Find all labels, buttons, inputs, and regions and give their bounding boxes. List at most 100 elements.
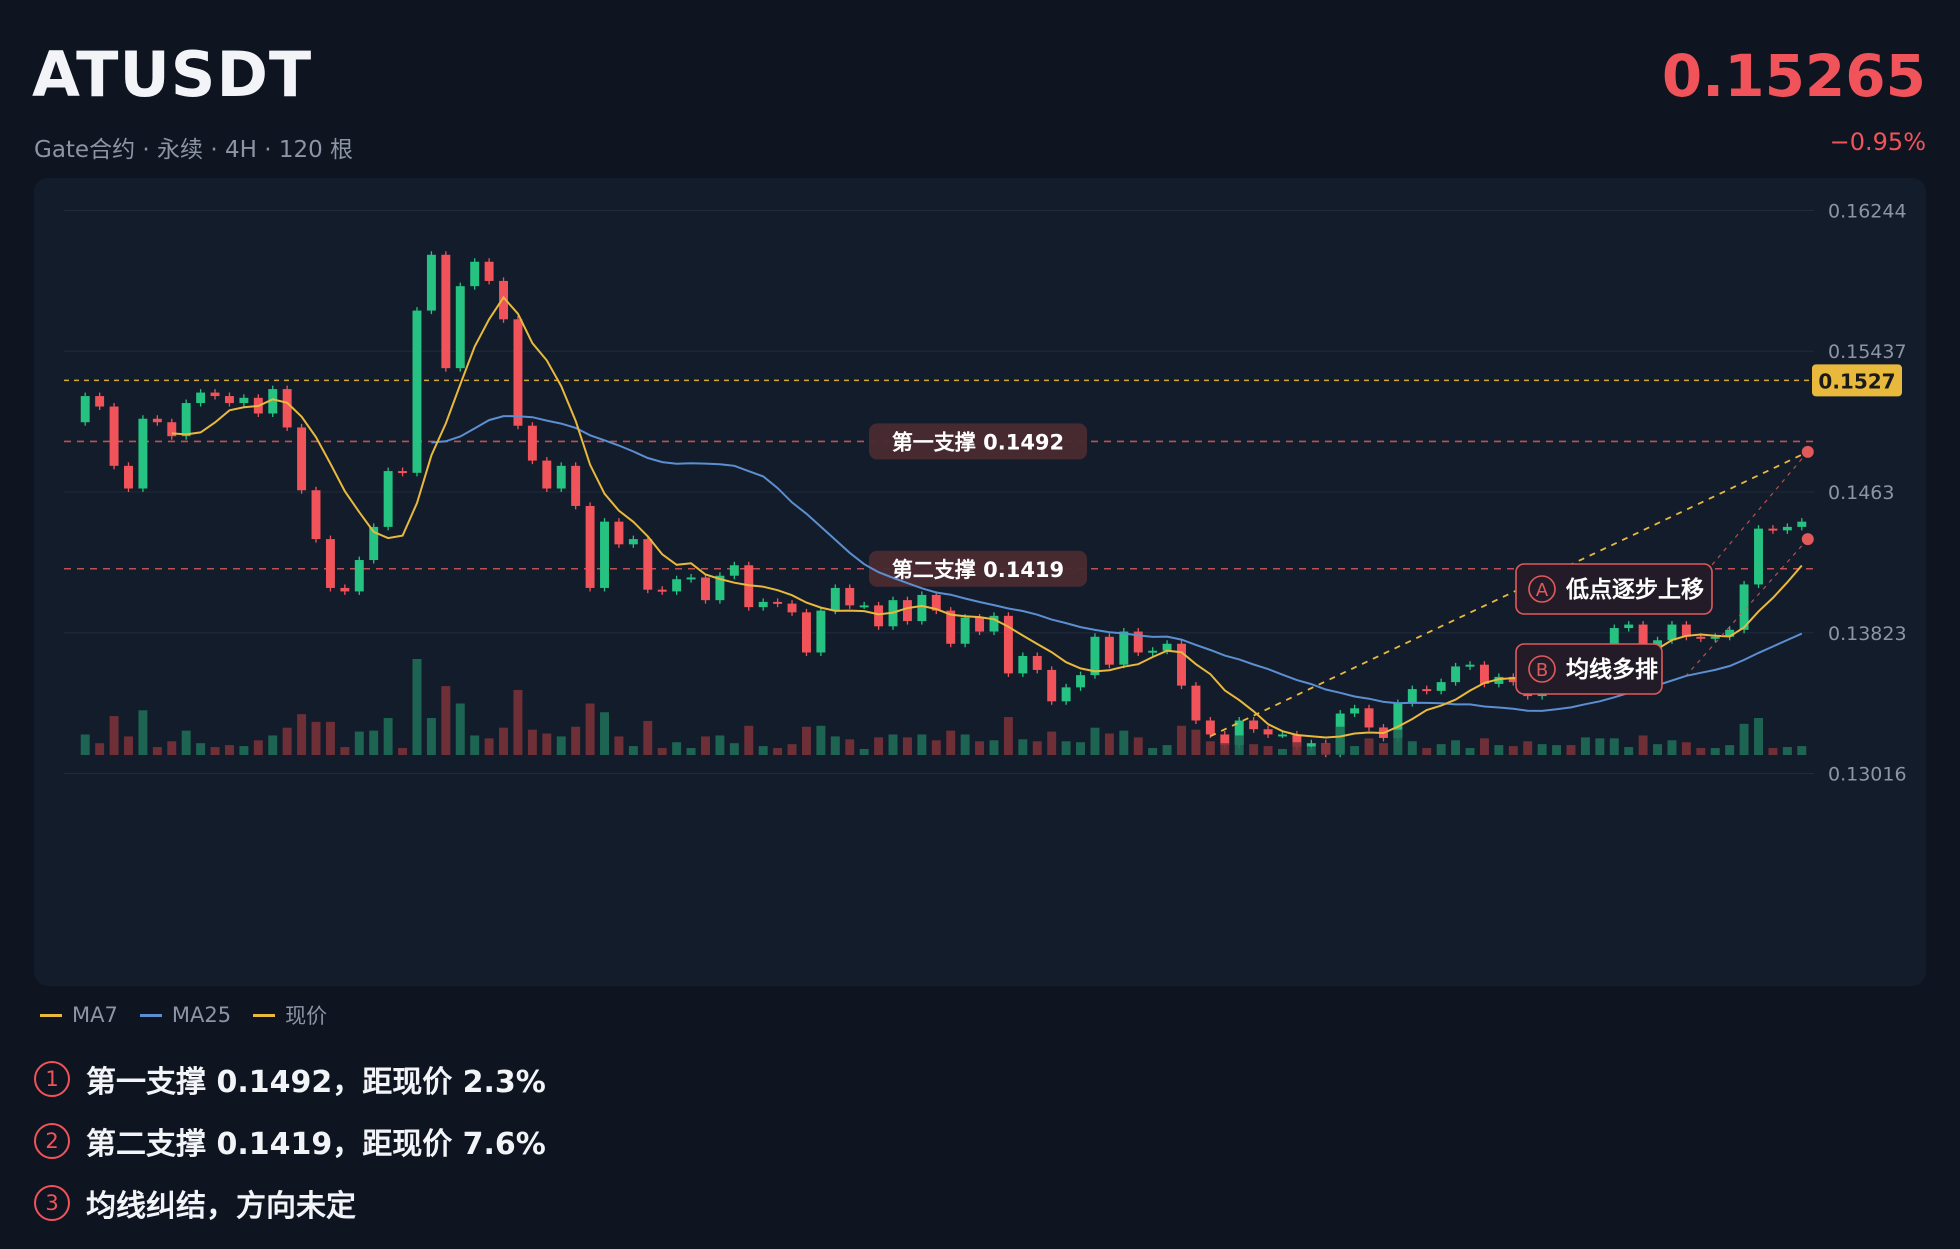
candle-body <box>975 617 985 632</box>
volume-bar <box>1436 744 1446 755</box>
volume-bar <box>585 703 595 755</box>
volume-bar <box>917 734 927 755</box>
volume-bar <box>729 743 739 755</box>
candle-body <box>773 601 783 604</box>
volume-bar <box>1076 742 1086 755</box>
candle-body <box>181 403 191 437</box>
candle-body <box>1278 734 1287 737</box>
candle-body <box>1205 720 1215 735</box>
candle-body <box>109 406 119 466</box>
candle-body <box>1782 526 1792 531</box>
candle-body <box>311 490 321 540</box>
trend-line <box>1209 451 1809 738</box>
candle-body <box>600 521 609 588</box>
volume-bar <box>1205 741 1215 755</box>
current-price-swatch <box>253 1013 276 1017</box>
candle-body <box>542 460 552 489</box>
volume-bar <box>1335 726 1345 755</box>
volume-bar <box>845 739 855 755</box>
candle-body <box>874 605 884 627</box>
candle-body <box>556 465 566 489</box>
annotation-frame <box>1515 643 1663 695</box>
volume-bar <box>1133 737 1143 755</box>
volume-bar <box>1162 745 1172 755</box>
candle-body <box>1003 615 1013 674</box>
candle-body <box>787 603 797 613</box>
candle-body <box>95 396 105 407</box>
volume-bar <box>946 730 956 755</box>
candle-body <box>398 471 408 474</box>
note-item: 2 第二支撑 0.1419，距现价 7.6% <box>34 1110 546 1172</box>
candle-body <box>657 589 667 592</box>
candle-body <box>585 505 595 588</box>
volume-bar <box>340 747 350 755</box>
candle-body <box>369 526 379 561</box>
annotation-letter: B <box>1536 660 1548 681</box>
volume-bar <box>426 718 436 755</box>
candle-body <box>1263 729 1273 735</box>
candle-body <box>946 610 956 644</box>
candle-body <box>960 617 970 644</box>
candle-body <box>845 587 855 606</box>
volume-bar <box>1364 738 1374 755</box>
volume-bar <box>1263 746 1273 755</box>
volume-bar <box>325 721 335 755</box>
chart-panel[interactable]: 0.16244 0.15437 0.1463 0.13823 0.13016 第一支撑 0… <box>34 178 1926 986</box>
note-number-badge: 2 <box>34 1123 70 1159</box>
current-price-tag-text: 0.1527 <box>1818 369 1895 393</box>
volume-bar <box>224 745 234 755</box>
volume-bar <box>1220 743 1230 755</box>
volume-bar <box>369 730 379 755</box>
annotation-leader <box>1683 538 1809 679</box>
volume-bar <box>1580 737 1590 755</box>
candle-body <box>701 577 710 601</box>
legend-current-price-label: 现价 <box>285 1004 328 1028</box>
volume-bar <box>1653 744 1663 755</box>
volume-bar <box>152 747 162 755</box>
candle-body <box>758 601 768 608</box>
volume-bar <box>354 731 364 755</box>
volume-bar <box>455 703 465 755</box>
candle-body <box>1104 636 1114 665</box>
volume-bar <box>556 736 566 755</box>
candle-body <box>989 615 999 632</box>
candlestick-chart[interactable]: 0.16244 0.15437 0.1463 0.13823 0.13016 第一支撑 0… <box>34 178 1926 986</box>
candle-body <box>340 587 350 592</box>
candle-body <box>1119 631 1129 665</box>
volume-bar <box>672 742 682 755</box>
candle-body <box>1292 734 1302 747</box>
candle-body <box>1609 628 1619 648</box>
volume-bar <box>513 689 523 755</box>
volume-bar <box>1508 746 1518 755</box>
candle-body <box>1393 703 1403 738</box>
candle-body <box>152 418 162 423</box>
legend-ma7-label: MA7 <box>72 1003 118 1027</box>
candle-body <box>138 418 148 489</box>
y-tick-label: 0.15437 <box>1828 341 1907 363</box>
legend-ma25-label: MA25 <box>171 1003 232 1027</box>
candle-body <box>801 612 811 653</box>
annotation-box: A 低点逐步上移 <box>1515 563 1713 615</box>
candle-body <box>224 396 234 404</box>
candle-body <box>902 600 912 622</box>
current-price-tag <box>1812 364 1902 397</box>
legend-current-price: 现价 <box>253 1000 327 1030</box>
volume-bar <box>167 741 177 755</box>
note-number-badge: 3 <box>34 1185 70 1221</box>
volume-bar <box>441 686 451 755</box>
volume-bar <box>1032 741 1042 755</box>
candle-body <box>1739 584 1749 630</box>
volume-bar <box>239 746 249 755</box>
volume-bar <box>1667 740 1677 755</box>
volume-bar <box>1407 741 1417 755</box>
volume-bar <box>95 743 105 755</box>
support-label-bg <box>869 550 1087 587</box>
volume-bar <box>1681 742 1691 755</box>
candle-body <box>1754 528 1763 585</box>
volume-bar <box>527 729 537 755</box>
note-text: 第二支撑 0.1419，距现价 7.6% <box>86 1127 546 1162</box>
volume-bar <box>744 725 754 755</box>
candle-body <box>1681 624 1691 637</box>
annotation-letter: A <box>1536 580 1549 601</box>
candle-body <box>628 539 638 545</box>
